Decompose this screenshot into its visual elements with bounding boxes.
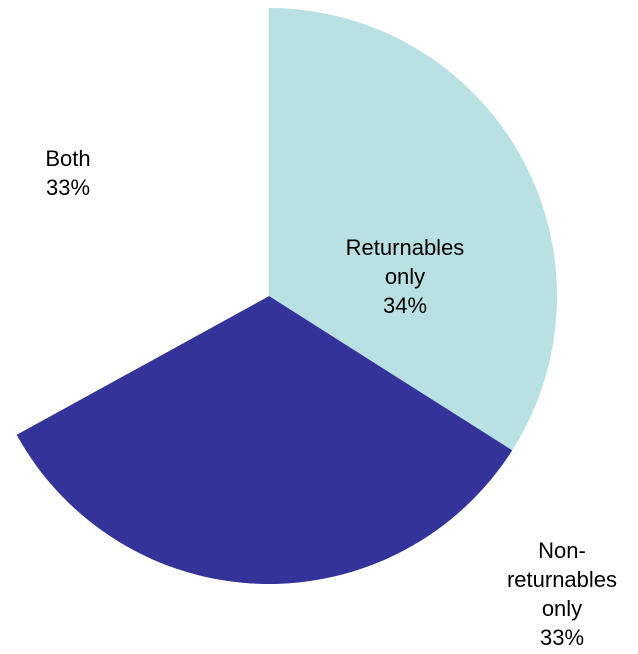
slice-value-label: 34% — [383, 293, 427, 318]
slice-label-returnables-only: Returnables only 34% — [346, 235, 465, 318]
slice-name-label: Non- — [538, 538, 586, 563]
pie-slice-both — [0, 8, 269, 435]
pie-slice-non-returnables-only — [16, 296, 513, 585]
slice-name-label: Returnables — [346, 235, 465, 260]
slice-name-label: only — [542, 596, 582, 621]
slice-label-both: Both 33% — [45, 146, 90, 200]
slice-value-label: 33% — [46, 175, 90, 200]
slice-value-label: 33% — [540, 625, 584, 650]
slice-name-label: only — [385, 264, 425, 289]
slice-label-non-returnables-only: Non-returnables only 33% — [507, 538, 617, 650]
slice-name-label: returnables — [507, 567, 617, 592]
slice-name-label: Both — [45, 146, 90, 171]
pie-slice-returnables-only — [269, 8, 557, 451]
